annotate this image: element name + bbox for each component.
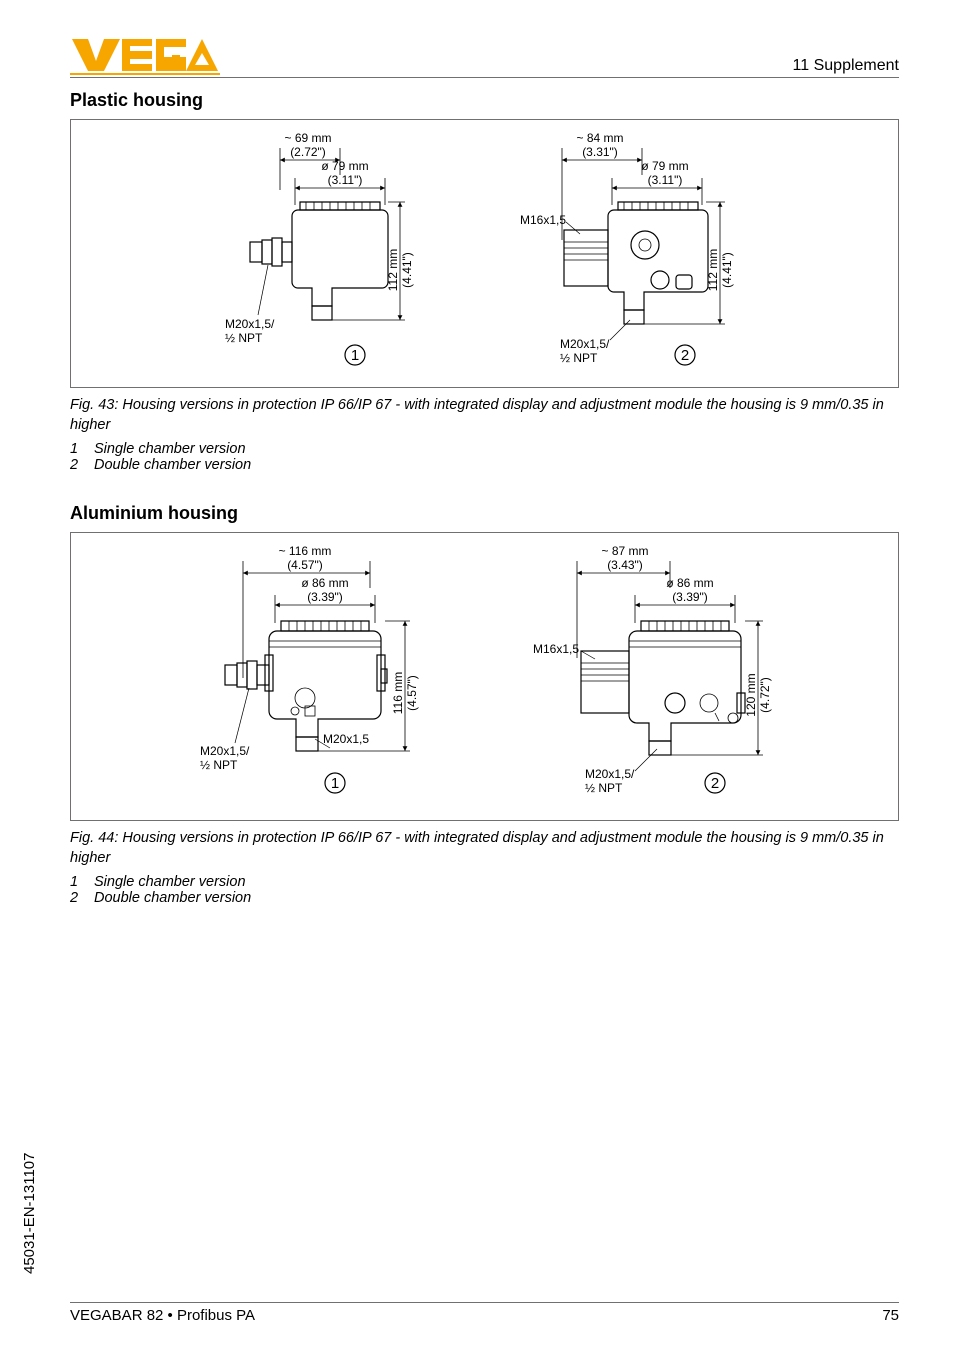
legend-num: 2	[70, 457, 94, 473]
svg-text:(3.11"): (3.11")	[327, 173, 362, 187]
svg-text:120 mm: 120 mm	[744, 673, 758, 716]
svg-text:(4.41"): (4.41")	[720, 252, 734, 288]
svg-text:(3.43"): (3.43")	[607, 558, 643, 572]
plastic-caption: Fig. 43: Housing versions in protection …	[70, 396, 899, 435]
svg-text:~ 69 mm: ~ 69 mm	[284, 131, 331, 145]
svg-text:(4.41"): (4.41")	[400, 252, 414, 288]
svg-text:~ 84 mm: ~ 84 mm	[576, 131, 623, 145]
svg-text:ø 86 mm: ø 86 mm	[666, 576, 713, 590]
svg-text:M20x1,5/: M20x1,5/	[585, 767, 635, 781]
svg-text:2: 2	[680, 347, 688, 364]
section-label: 11 Supplement	[793, 57, 899, 75]
svg-text:ø 86 mm: ø 86 mm	[301, 576, 348, 590]
legend-text: Double chamber version	[94, 457, 251, 473]
svg-text:1: 1	[350, 347, 358, 364]
svg-text:(3.39"): (3.39")	[672, 590, 708, 604]
aluminium-caption: Fig. 44: Housing versions in protection …	[70, 829, 899, 868]
svg-text:M20x1,5: M20x1,5	[323, 732, 369, 746]
svg-text:ø 79 mm: ø 79 mm	[641, 159, 688, 173]
svg-text:116 mm: 116 mm	[391, 672, 405, 714]
svg-text:M20x1,5/: M20x1,5/	[560, 337, 610, 351]
aluminium-diagram-2: ~ 87 mm (3.43") ø 86 mm (3.39")	[505, 543, 805, 806]
svg-text:~ 87 mm: ~ 87 mm	[601, 544, 648, 558]
svg-text:~ 116 mm: ~ 116 mm	[278, 544, 331, 558]
legend-text: Double chamber version	[94, 890, 251, 906]
doc-id: 45031-EN-131107	[21, 1153, 38, 1274]
svg-text:(3.11"): (3.11")	[647, 173, 682, 187]
svg-text:½ NPT: ½ NPT	[585, 781, 623, 795]
aluminium-figure-box: ~ 116 mm (4.57") ø 86 mm (3.39")	[70, 532, 899, 821]
page-header: 11 Supplement	[70, 35, 899, 78]
svg-text:M16x1,5: M16x1,5	[520, 213, 566, 227]
svg-text:(4.57"): (4.57")	[405, 675, 419, 711]
legend-text: Single chamber version	[94, 441, 246, 457]
page-footer: VEGABAR 82 • Profibus PA 75	[70, 1302, 899, 1324]
footer-left: VEGABAR 82 • Profibus PA	[70, 1307, 255, 1324]
svg-text:(4.57"): (4.57")	[287, 558, 323, 572]
svg-text:½ NPT: ½ NPT	[560, 351, 598, 365]
svg-text:(3.31"): (3.31")	[582, 145, 618, 159]
svg-text:112 mm: 112 mm	[386, 249, 400, 291]
plastic-heading: Plastic housing	[70, 90, 899, 111]
svg-text:(4.72"): (4.72")	[758, 677, 772, 713]
legend-num: 1	[70, 874, 94, 890]
svg-text:(2.72"): (2.72")	[290, 145, 326, 159]
aluminium-legend: 1Single chamber version 2Double chamber …	[70, 874, 899, 906]
legend-num: 1	[70, 441, 94, 457]
svg-text:M20x1,5/: M20x1,5/	[225, 317, 275, 331]
plastic-legend: 1Single chamber version 2Double chamber …	[70, 441, 899, 473]
svg-text:2: 2	[710, 775, 718, 792]
plastic-diagram-1: ~ 69 mm (2.72") ø 79 mm (3.11")	[190, 130, 450, 373]
vega-logo	[70, 35, 220, 75]
aluminium-diagram-1: ~ 116 mm (4.57") ø 86 mm (3.39")	[165, 543, 465, 806]
svg-text:112 mm: 112 mm	[706, 249, 720, 291]
svg-text:ø 79 mm: ø 79 mm	[321, 159, 368, 173]
svg-text:½ NPT: ½ NPT	[200, 758, 238, 772]
svg-text:1: 1	[330, 775, 338, 792]
svg-text:½ NPT: ½ NPT	[225, 331, 263, 345]
legend-text: Single chamber version	[94, 874, 246, 890]
svg-text:M20x1,5/: M20x1,5/	[200, 744, 250, 758]
plastic-figure-box: ~ 69 mm (2.72") ø 79 mm (3.11")	[70, 119, 899, 388]
svg-text:(3.39"): (3.39")	[307, 590, 343, 604]
svg-text:M16x1,5: M16x1,5	[533, 642, 579, 656]
footer-page: 75	[882, 1307, 899, 1324]
aluminium-heading: Aluminium housing	[70, 503, 899, 524]
legend-num: 2	[70, 890, 94, 906]
plastic-diagram-2: ~ 84 mm (3.31") ø 79 mm (3.11")	[490, 130, 780, 373]
